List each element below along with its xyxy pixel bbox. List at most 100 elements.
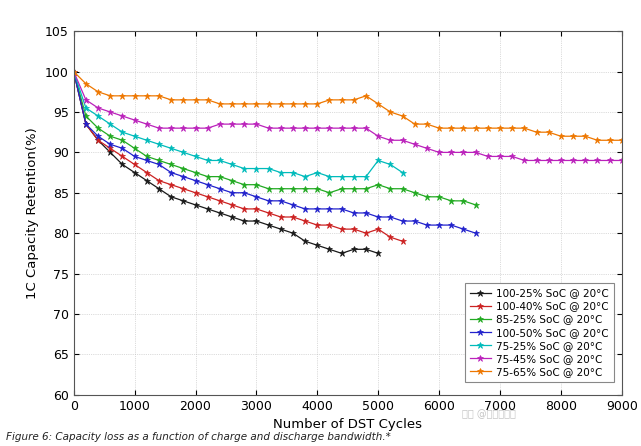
75-45% SoC @ 20°C [581,158,589,163]
75-25% SoC @ 20°C [362,174,370,179]
Line: 75-45% SoC @ 20°C: 75-45% SoC @ 20°C [71,69,625,164]
85-25% SoC @ 20°C [131,146,138,151]
85-25% SoC @ 20°C [265,186,272,191]
75-45% SoC @ 20°C [240,121,248,127]
75-25% SoC @ 20°C [204,158,212,163]
100-50% SoC @ 20°C [301,206,309,211]
75-25% SoC @ 20°C [374,158,382,163]
100-50% SoC @ 20°C [399,219,406,224]
75-45% SoC @ 20°C [520,158,528,163]
100-25% SoC @ 20°C [338,251,345,256]
100-40% SoC @ 20°C [301,219,309,224]
100-50% SoC @ 20°C [228,190,236,195]
85-25% SoC @ 20°C [350,186,358,191]
100-50% SoC @ 20°C [82,121,90,127]
75-45% SoC @ 20°C [265,125,272,131]
100-25% SoC @ 20°C [143,178,151,183]
100-40% SoC @ 20°C [240,206,248,211]
75-65% SoC @ 20°C [545,129,553,135]
100-50% SoC @ 20°C [411,219,419,224]
75-65% SoC @ 20°C [472,125,479,131]
75-45% SoC @ 20°C [508,154,516,159]
100-25% SoC @ 20°C [167,194,175,199]
75-45% SoC @ 20°C [106,109,114,115]
100-50% SoC @ 20°C [313,206,321,211]
100-40% SoC @ 20°C [143,170,151,175]
85-25% SoC @ 20°C [155,158,163,163]
75-45% SoC @ 20°C [94,105,102,111]
75-65% SoC @ 20°C [411,121,419,127]
100-25% SoC @ 20°C [94,137,102,143]
85-25% SoC @ 20°C [289,186,297,191]
75-65% SoC @ 20°C [435,125,443,131]
85-25% SoC @ 20°C [326,190,333,195]
75-65% SoC @ 20°C [143,93,151,99]
75-45% SoC @ 20°C [447,150,455,155]
75-25% SoC @ 20°C [70,69,78,74]
100-50% SoC @ 20°C [240,190,248,195]
75-65% SoC @ 20°C [228,101,236,107]
100-25% SoC @ 20°C [374,251,382,256]
100-40% SoC @ 20°C [228,202,236,207]
85-25% SoC @ 20°C [216,174,224,179]
75-45% SoC @ 20°C [594,158,601,163]
100-25% SoC @ 20°C [265,223,272,228]
X-axis label: Number of DST Cycles: Number of DST Cycles [273,418,422,431]
75-45% SoC @ 20°C [326,125,333,131]
75-65% SoC @ 20°C [192,97,199,103]
100-50% SoC @ 20°C [350,210,358,215]
75-25% SoC @ 20°C [143,137,151,143]
85-25% SoC @ 20°C [228,178,236,183]
75-65% SoC @ 20°C [131,93,138,99]
100-50% SoC @ 20°C [253,194,260,199]
100-40% SoC @ 20°C [253,206,260,211]
100-40% SoC @ 20°C [119,154,126,159]
75-65% SoC @ 20°C [155,93,163,99]
75-45% SoC @ 20°C [545,158,553,163]
100-25% SoC @ 20°C [155,186,163,191]
85-25% SoC @ 20°C [313,186,321,191]
100-25% SoC @ 20°C [350,247,358,252]
85-25% SoC @ 20°C [460,198,467,203]
100-40% SoC @ 20°C [155,178,163,183]
100-50% SoC @ 20°C [131,154,138,159]
85-25% SoC @ 20°C [277,186,285,191]
75-45% SoC @ 20°C [435,150,443,155]
100-40% SoC @ 20°C [326,223,333,228]
75-65% SoC @ 20°C [119,93,126,99]
75-45% SoC @ 20°C [338,125,345,131]
75-25% SoC @ 20°C [265,166,272,171]
100-50% SoC @ 20°C [216,186,224,191]
75-25% SoC @ 20°C [387,162,394,167]
75-65% SoC @ 20°C [204,97,212,103]
75-25% SoC @ 20°C [131,133,138,139]
75-65% SoC @ 20°C [277,101,285,107]
100-50% SoC @ 20°C [460,227,467,232]
100-25% SoC @ 20°C [106,150,114,155]
75-65% SoC @ 20°C [362,93,370,99]
100-50% SoC @ 20°C [472,231,479,236]
85-25% SoC @ 20°C [374,182,382,187]
100-40% SoC @ 20°C [399,239,406,244]
100-40% SoC @ 20°C [167,182,175,187]
85-25% SoC @ 20°C [94,125,102,131]
100-25% SoC @ 20°C [216,210,224,215]
100-40% SoC @ 20°C [216,198,224,203]
75-65% SoC @ 20°C [240,101,248,107]
75-45% SoC @ 20°C [313,125,321,131]
100-50% SoC @ 20°C [265,198,272,203]
100-40% SoC @ 20°C [277,215,285,220]
100-50% SoC @ 20°C [192,178,199,183]
100-40% SoC @ 20°C [265,210,272,215]
100-50% SoC @ 20°C [277,198,285,203]
100-50% SoC @ 20°C [94,133,102,139]
75-25% SoC @ 20°C [106,121,114,127]
75-45% SoC @ 20°C [472,150,479,155]
75-45% SoC @ 20°C [533,158,540,163]
75-25% SoC @ 20°C [326,174,333,179]
100-40% SoC @ 20°C [179,186,187,191]
85-25% SoC @ 20°C [106,133,114,139]
75-65% SoC @ 20°C [253,101,260,107]
75-65% SoC @ 20°C [606,137,613,143]
100-25% SoC @ 20°C [179,198,187,203]
